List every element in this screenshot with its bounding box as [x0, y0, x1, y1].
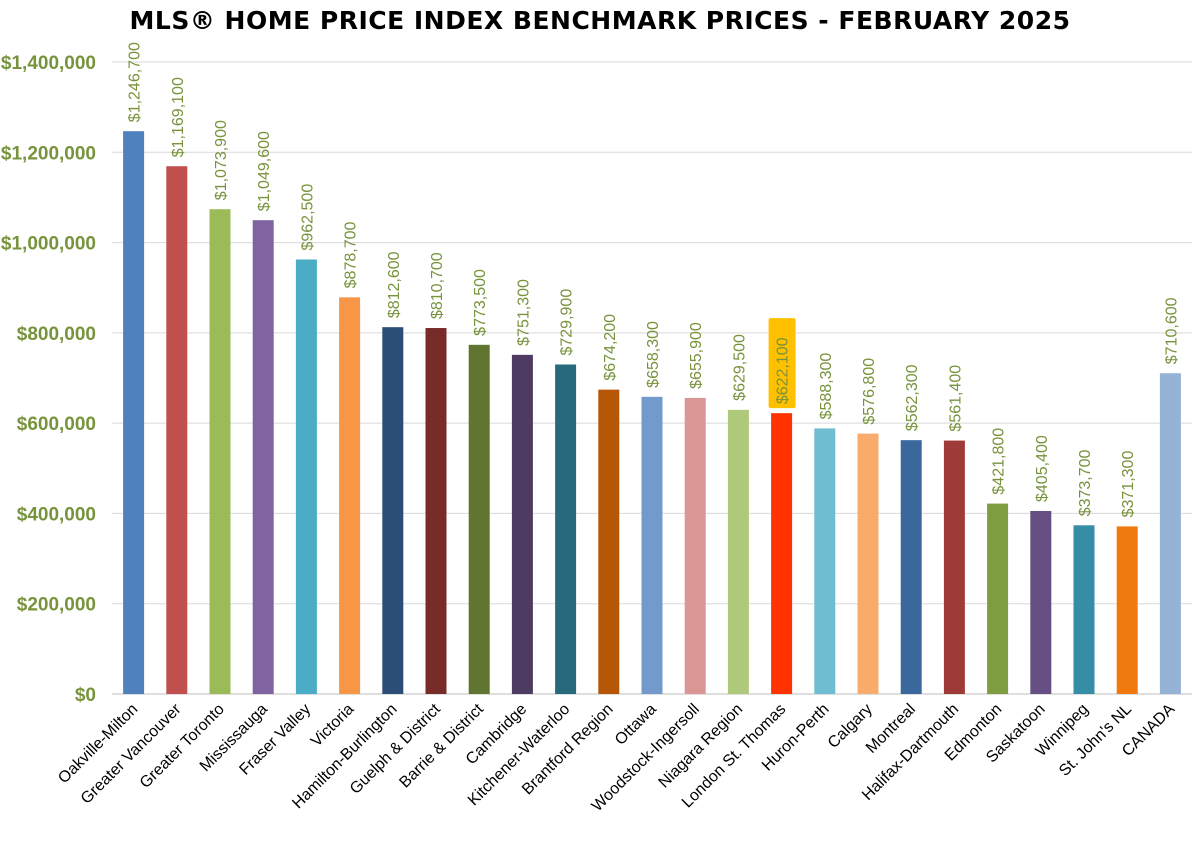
data-label: $729,900 [559, 289, 576, 356]
y-tick-label: $800,000 [17, 324, 96, 345]
data-label: $371,300 [1120, 451, 1137, 518]
y-tick-label: $1,200,000 [1, 143, 96, 164]
data-label: $1,049,600 [256, 131, 273, 211]
y-axis-ticks: $0 $200,000 $400,000 $600,000 $800,000 $1,000… [1, 53, 96, 706]
data-label: $588,300 [818, 353, 835, 420]
bar-10 [511, 354, 533, 694]
data-label: $576,800 [861, 358, 878, 425]
bar-17 [814, 428, 836, 694]
data-label: $773,500 [472, 269, 489, 336]
bar-5 [295, 259, 317, 694]
bar-22 [1030, 510, 1052, 694]
data-label: $1,169,100 [170, 77, 187, 157]
data-label: $674,200 [602, 314, 619, 381]
bar-9 [468, 344, 490, 694]
y-tick-label: $200,000 [17, 595, 96, 616]
bar-18 [857, 433, 879, 694]
bar-8 [425, 328, 447, 694]
bar-23 [1073, 525, 1095, 694]
data-label: $812,600 [386, 251, 403, 318]
bar-2 [166, 166, 188, 694]
data-label: $561,400 [947, 365, 964, 432]
data-label: $421,800 [991, 428, 1008, 495]
data-label: $655,900 [688, 322, 705, 389]
y-tick-label: $1,400,000 [1, 53, 96, 74]
data-label-highlight [768, 318, 796, 409]
data-label: $962,500 [299, 184, 316, 251]
bar-14 [684, 397, 706, 694]
data-label: $405,400 [1034, 435, 1051, 502]
bar-20 [943, 440, 965, 694]
bar-15 [727, 409, 749, 694]
bar-24 [1116, 526, 1138, 694]
data-label: $373,700 [1077, 449, 1094, 516]
bar-19 [900, 440, 922, 694]
data-label: $622,100 [775, 337, 792, 404]
bar-16 [771, 413, 793, 694]
data-label: $562,300 [904, 364, 921, 431]
y-tick-label: $400,000 [17, 504, 96, 525]
data-labels: $1,246,700 $1,169,100 $1,073,900 $1,049,600… [127, 42, 1181, 517]
y-tick-label: $600,000 [17, 414, 96, 435]
bar-12 [598, 389, 620, 694]
data-label: $1,246,700 [127, 42, 144, 122]
bar-11 [555, 364, 577, 694]
bar-3 [209, 209, 231, 694]
y-tick-label: $1,000,000 [1, 234, 96, 255]
data-label: $810,700 [429, 252, 446, 319]
bar-13 [641, 396, 663, 694]
y-tick-label: $0 [75, 685, 96, 706]
bar-1 [123, 131, 145, 695]
data-label: $658,300 [645, 321, 662, 388]
chart-title: MLS® HOME PRICE INDEX BENCHMARK PRICES -… [129, 6, 1071, 35]
data-label: $710,600 [1163, 297, 1180, 364]
bar-7 [382, 327, 404, 694]
bar-4 [252, 220, 274, 694]
bar-25 [1159, 373, 1181, 694]
bar-6 [339, 297, 361, 694]
data-label: $878,700 [343, 221, 360, 288]
data-label: $629,500 [731, 334, 748, 401]
bars [123, 131, 1181, 695]
data-label: $1,073,900 [213, 120, 230, 200]
data-label: $751,300 [515, 279, 532, 346]
bar-21 [987, 503, 1009, 694]
